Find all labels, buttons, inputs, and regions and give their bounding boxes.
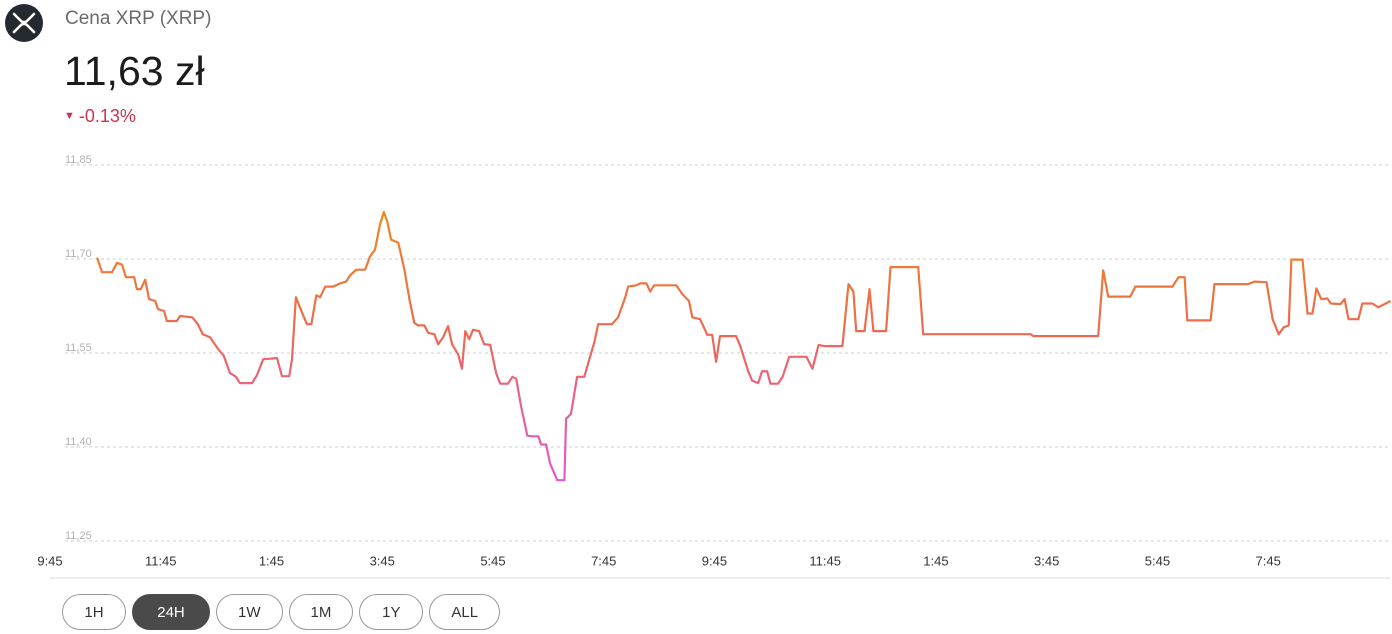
price: 11,63 zł xyxy=(64,48,205,94)
x-tick-label: 7:45 xyxy=(1256,553,1281,568)
x-tick-label: 1:45 xyxy=(259,553,284,568)
x-tick-label: 5:45 xyxy=(480,553,505,568)
range-button[interactable]: 1M xyxy=(288,594,354,630)
y-tick-label: 11,55 xyxy=(65,342,92,354)
x-tick-label: 9:45 xyxy=(702,553,727,568)
coin-logo xyxy=(5,4,43,42)
x-tick-label: 3:45 xyxy=(370,553,395,568)
x-tick-label: 9:45 xyxy=(37,553,62,568)
y-tick-label: 11,40 xyxy=(65,436,92,448)
x-tick-label: 3:45 xyxy=(1034,553,1059,568)
price-change: ▼ -0.13% xyxy=(64,106,136,127)
change-value: -0.13% xyxy=(78,106,136,126)
range-button[interactable]: 1W xyxy=(216,594,283,630)
x-tick-label: 5:45 xyxy=(1145,553,1170,568)
range-button[interactable]: 1H xyxy=(62,594,126,630)
down-arrow: ▼ xyxy=(64,110,75,122)
range-button[interactable]: 24H xyxy=(132,594,210,630)
range-button[interactable]: ALL xyxy=(429,594,501,630)
range-button[interactable]: 1Y xyxy=(359,594,424,630)
x-tick-label: 11:45 xyxy=(145,553,177,568)
x-tick-label: 7:45 xyxy=(591,553,616,568)
y-tick-label: 11,70 xyxy=(65,248,92,260)
x-tick-label: 1:45 xyxy=(923,553,948,568)
y-tick-label: 11,25 xyxy=(65,530,92,542)
y-tick-label: 11,85 xyxy=(65,154,92,166)
coin-name: Cena XRP (XRP) xyxy=(65,8,212,29)
price-line xyxy=(96,210,1392,482)
range-selector: 1H 24H 1W 1M 1Y ALL xyxy=(62,594,501,630)
x-tick-label: 11:45 xyxy=(809,553,841,568)
